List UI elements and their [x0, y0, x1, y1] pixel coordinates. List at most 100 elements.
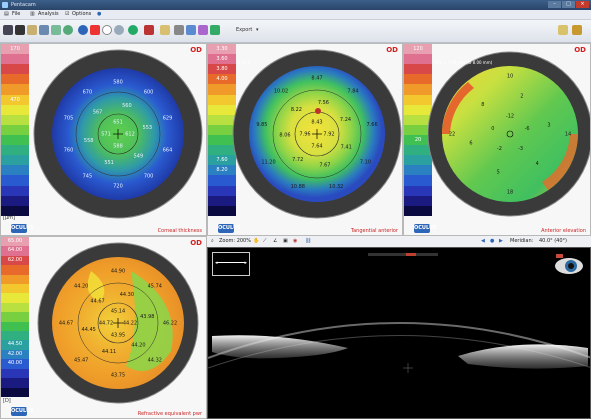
- scale-cell: [208, 195, 236, 206]
- brand-logo: OCULUS: [218, 224, 241, 233]
- map-value: 22: [449, 132, 455, 138]
- scale-cell: [404, 64, 432, 75]
- green-circle-icon[interactable]: [63, 25, 73, 35]
- print-icon[interactable]: [39, 25, 49, 35]
- scale-cell: [1, 145, 29, 156]
- od-label: OD: [190, 239, 202, 247]
- map-value: 44.45: [82, 327, 96, 333]
- map-value: 44.72: [99, 321, 113, 327]
- map-type-selector[interactable]: Tangential anterior: [350, 228, 398, 234]
- play-icon[interactable]: ●: [490, 238, 495, 244]
- scale-cell: [1, 387, 29, 397]
- color-scale: 65.00 64.00 62.00 44.50 42.00 40.00: [1, 237, 29, 397]
- tools-right-icon[interactable]: [558, 25, 568, 35]
- tangential-map: 8.437.927.647.96 7.56 7.24 7.41 7.67 7.72 8.06…: [232, 49, 402, 219]
- scale-cell: [208, 205, 236, 216]
- share-icon[interactable]: [210, 25, 220, 35]
- map-value: 0: [491, 126, 494, 132]
- map-value: 44.67: [59, 321, 73, 327]
- map-value: 9.85: [256, 122, 267, 128]
- unit-label: [D]: [3, 398, 11, 404]
- map-type-selector[interactable]: Refractive equivalent pwr: [137, 411, 202, 417]
- scale-cell: [1, 185, 29, 196]
- map-value: 44.90: [111, 269, 125, 275]
- menu-options[interactable]: Options: [72, 11, 92, 17]
- eye-preview-icon: [554, 254, 584, 276]
- zoom-icon: ⌕: [211, 238, 214, 244]
- map-type-selector[interactable]: Anterior elevation: [541, 228, 586, 234]
- color-scale: 120 20: [404, 44, 432, 216]
- measure-icon[interactable]: [174, 25, 184, 35]
- elevation-panel: 120 20 OD -12 -6 -3 -2 0 2 3 4 5 6 8 10 14 18 22 BFS = …: [403, 43, 591, 236]
- export-label[interactable]: Export: [236, 27, 253, 33]
- scale-cell: 8.20: [208, 165, 236, 176]
- map-info: K Rr 0°: [238, 60, 253, 65]
- scale-cell: [1, 74, 29, 85]
- image-icon[interactable]: ▣: [283, 238, 288, 244]
- map-value: 45.14: [111, 309, 125, 315]
- hand-icon[interactable]: ✋: [253, 238, 260, 244]
- map-value: 8.47: [311, 76, 322, 82]
- scale-cell: 7.60: [208, 155, 236, 166]
- map-value: 551: [104, 160, 114, 166]
- tangential-panel: 3.30 3.60 3.80 4.00 7.60 8.20 OD 8.43 7.92 7.64…: [207, 43, 403, 236]
- scale-cell: [404, 195, 432, 206]
- scale-cell: 3.80: [208, 64, 236, 75]
- person-icon[interactable]: [186, 25, 196, 35]
- lens-icon[interactable]: [114, 25, 124, 35]
- map-value: 7.96: [299, 132, 310, 138]
- map-value: 18: [507, 190, 513, 196]
- chevron-down-icon[interactable]: ▾: [256, 27, 259, 33]
- map-value: 14: [565, 132, 571, 138]
- ring-icon[interactable]: [102, 25, 112, 35]
- tools-icon[interactable]: [160, 25, 170, 35]
- scale-cell: 62.00: [1, 255, 29, 266]
- blue-disc-icon[interactable]: [78, 25, 88, 35]
- angle-icon[interactable]: ∠: [273, 238, 278, 244]
- maximize-button[interactable]: □: [562, 1, 575, 8]
- eye-icon[interactable]: [144, 25, 154, 35]
- menu-analysis[interactable]: Analysis: [38, 11, 59, 17]
- map-value: 43.98: [140, 314, 154, 320]
- settings-icon[interactable]: [198, 25, 208, 35]
- scale-cell: 42.00: [1, 349, 29, 360]
- menu-file[interactable]: File: [12, 11, 21, 17]
- close-button[interactable]: ×: [576, 1, 589, 8]
- scale-cell: [404, 74, 432, 85]
- scale-cell: [404, 104, 432, 115]
- title-bar: Pentacam – □ ×: [0, 0, 591, 10]
- eye-view-icon[interactable]: ◉: [293, 238, 298, 244]
- folder-icon[interactable]: [27, 25, 37, 35]
- measure-tool-icon[interactable]: ⟋: [263, 238, 267, 244]
- map-value: 760: [64, 148, 74, 154]
- next-meridian-icon[interactable]: ▶: [499, 238, 503, 244]
- meridian-label: Meridian:: [510, 238, 534, 244]
- help-icon[interactable]: ●: [97, 11, 102, 17]
- red-map-icon[interactable]: [90, 25, 100, 35]
- thickness-panel: 170 470 OD 651 612 588 571 560 553 549 551 558 567…: [0, 43, 207, 236]
- patient-icon[interactable]: [3, 25, 13, 35]
- scale-cell: [404, 54, 432, 65]
- scale-cell: [208, 84, 236, 95]
- compare-icon[interactable]: [51, 25, 61, 35]
- zoom-label[interactable]: Zoom: 200%: [219, 238, 251, 244]
- scale-cell: [1, 175, 29, 186]
- scale-cell: [1, 134, 29, 146]
- scale-cell: [404, 94, 432, 105]
- network-icon[interactable]: ⛓: [305, 238, 312, 244]
- exit-icon[interactable]: [572, 25, 582, 35]
- map-value: 45.47: [74, 357, 88, 363]
- prev-meridian-icon[interactable]: ◀: [481, 238, 485, 244]
- map-value: 7.56: [318, 100, 329, 106]
- map-value: 7.66: [367, 122, 378, 128]
- map-value: 44.22: [123, 321, 137, 327]
- options-menu-icon: ☑: [65, 11, 70, 17]
- orientation-thumbnail[interactable]: ◂ ▸: [212, 252, 250, 276]
- scale-cell: [1, 205, 29, 216]
- green-ball-icon[interactable]: [128, 25, 138, 35]
- map-type-selector[interactable]: Corneal thickness: [157, 228, 202, 234]
- minimize-button[interactable]: –: [548, 1, 561, 8]
- window-title: Pentacam: [11, 2, 36, 8]
- monitor-icon[interactable]: [15, 25, 25, 35]
- scale-cell: [208, 114, 236, 125]
